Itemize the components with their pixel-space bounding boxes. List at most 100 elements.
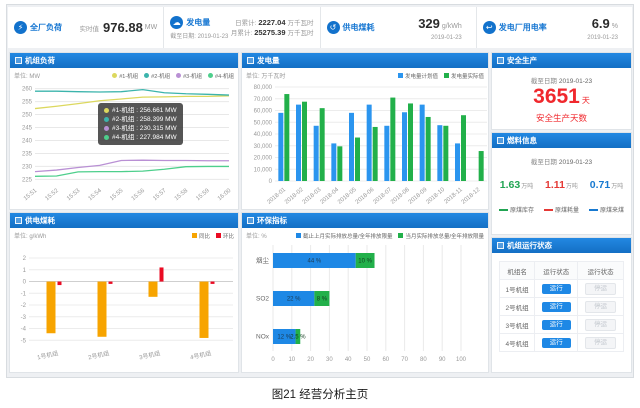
coal-rate-icon: ↺ [326,21,340,34]
panel-safety: 安全生产 截至日期 2019-01-23 3651 天 安全生产天数 [491,52,632,130]
svg-text:255: 255 [22,100,33,106]
bar [313,125,319,181]
legend-item[interactable]: 当月实际排放总量/全年排放限量 [398,232,484,240]
fuel-legend-item[interactable]: 原煤耗量 [543,205,579,214]
stop-status-button[interactable]: 停运 [585,318,617,331]
column-header: 机组名 [498,261,536,280]
svg-text:2018-12: 2018-12 [461,187,482,206]
bar [390,97,396,181]
legend-label: 发电量实际值 [450,73,484,80]
panel-generation: 发电量 单位: 万千瓦时 发电量计划值 发电量实际值 0 10,000 20,000 3… [241,52,489,210]
legend-marker [397,73,403,78]
kpi-value: 329 [418,15,440,31]
svg-text:15:56: 15:56 [131,188,147,203]
svg-text:30,000: 30,000 [254,144,273,150]
legend-marker [398,233,404,238]
run-status-button[interactable]: 运行 [541,337,571,348]
bar [478,151,484,181]
bar [46,281,56,334]
legend-item[interactable]: 发电量实际值 [443,72,484,80]
svg-text:2.5 %: 2.5 % [290,335,306,341]
kpi-title: 发电量 [186,17,211,27]
legend-marker [191,233,197,238]
legend-label: 截止上月实际排放总量/全年排放限量 [302,233,393,240]
svg-text:22 %: 22 % [287,297,301,303]
panel-header-icon [497,57,504,64]
legend-item[interactable]: #1-机组 [112,72,138,80]
fuel-label: 原煤库存 [509,208,534,214]
svg-text:70,000: 70,000 [254,97,273,103]
svg-text:烟尘: 烟尘 [256,256,270,265]
bar [159,267,164,282]
bar-segment [355,253,375,268]
kpi-card-generation: ☁ 发电量 截至日期: 2019-01-23 日累计: 2227.04 万千瓦时 月… [164,7,321,48]
run-status-button[interactable]: 运行 [541,301,571,312]
panel-title: 燃料信息 [507,136,537,145]
table-header-row: 机组名 运行状态 运行状态 [498,261,624,280]
stop-status-button[interactable]: 停运 [585,300,617,313]
bar [443,125,449,181]
bar-segment [273,291,315,306]
svg-text:15:55: 15:55 [109,188,125,203]
run-status-button[interactable]: 运行 [541,283,571,294]
fuel-legend-item[interactable]: 原煤库存 [498,205,534,214]
svg-text:-5: -5 [21,338,27,344]
svg-text:30: 30 [326,357,333,363]
unit-status-table: 机组名 运行状态 运行状态 1号机组 运行 停运 2号机组 运行 停运 3号机组 运行 停运 4号机组运… [498,261,624,352]
legend-marker [215,233,221,238]
svg-text:60: 60 [382,357,389,363]
svg-text:60,000: 60,000 [254,109,273,115]
svg-text:2018-10: 2018-10 [425,187,446,206]
panel-unit-load: 机组负荷 单位: MW #1-机组 #2-机组 #3-机组 #4-机组 225 230 2… [9,52,239,210]
legend-label: #3-机组 [183,73,203,80]
unit-load-chart: 225 230 235 240 245 250 255 260 15:51 15:52 15:53 1… [22,87,233,203]
legend-env: 截止上月实际排放总量/全年排放限量 当月实际排放总量/全年排放限量 [295,232,484,240]
tooltip-dot [104,117,109,122]
fuel-unit: 万吨 [611,184,624,190]
legend-item[interactable]: 截止上月实际排放总量/全年排放限量 [295,232,393,240]
fuel-label: 原煤耗量 [554,208,579,214]
kpi-title: 发电厂用电率 [498,23,547,32]
svg-text:225: 225 [22,177,33,183]
legend-item[interactable]: #2-机组 [144,72,170,80]
legend-marker [295,233,301,238]
svg-text:15:57: 15:57 [152,188,168,203]
generation-chart: 0 10,000 20,000 30,000 40,000 50,000 60,000 70,… [254,85,487,206]
legend-item[interactable]: #4-机组 [208,72,234,80]
fuel-value: 1.11 [545,179,565,191]
run-status-button[interactable]: 运行 [541,319,571,330]
column-header: 运行状态 [534,261,579,280]
bar [148,281,158,297]
bar [408,103,413,181]
legend-item[interactable]: 同比 [191,232,210,240]
svg-text:50: 50 [364,357,371,363]
panel-title: 安全生产 [507,56,537,65]
legend-item[interactable]: 环比 [215,232,234,240]
panel-title: 环保指标 [257,216,287,225]
svg-text:-4: -4 [21,327,27,333]
svg-text:250: 250 [22,113,33,119]
svg-text:-1: -1 [21,291,27,297]
svg-text:10: 10 [288,357,295,363]
svg-text:40,000: 40,000 [254,132,273,138]
fuel-label: 原煤来煤 [599,208,624,214]
stop-status-button[interactable]: 停运 [585,282,617,295]
legend-item[interactable]: 发电量计划值 [397,72,438,80]
column-header: 运行状态 [577,261,624,280]
svg-text:70: 70 [401,357,408,363]
monthly-total: 月累计: 25275.39 万千瓦时 [230,27,314,37]
kpi-card-coal-rate: ↺ 供电煤耗 329 g/kWh 2019-01-23 [320,7,477,48]
svg-text:15:52: 15:52 [44,188,60,203]
stop-status-button[interactable]: 停运 [585,336,617,349]
svg-text:3号机组: 3号机组 [138,349,161,361]
kpi-unit: g/kWh [441,22,462,30]
kpi-card-power-rate: ↩ 发电厂用电率 6.9% 2019-01-23 [476,7,632,48]
legend-item[interactable]: #3-机组 [176,72,202,80]
svg-text:0: 0 [271,357,275,363]
legend-label: 环比 [222,233,234,240]
fuel-legend-item[interactable]: 原煤来煤 [588,205,624,214]
kpi-date: 2019-01-23 [587,34,618,41]
svg-text:-2: -2 [21,303,27,309]
bar [461,115,466,181]
unit-name: 2号机组 [498,297,536,316]
